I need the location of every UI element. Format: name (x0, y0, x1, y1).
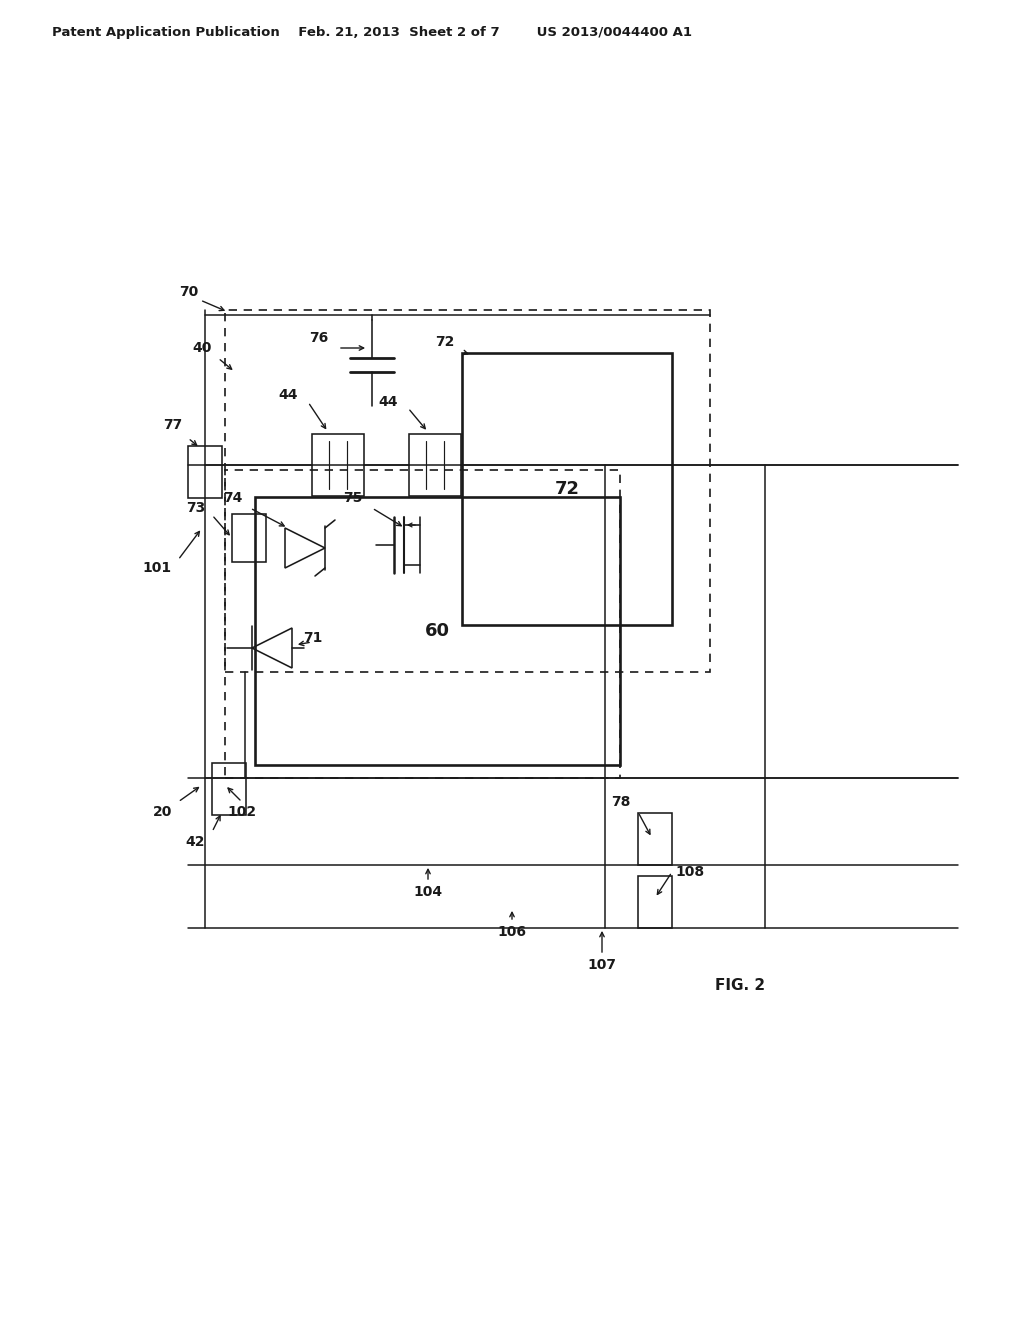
Text: FIG. 2: FIG. 2 (715, 978, 765, 993)
Text: 106: 106 (498, 925, 526, 939)
Text: 60: 60 (425, 622, 450, 640)
Text: 72: 72 (555, 480, 580, 498)
Text: 42: 42 (185, 836, 205, 849)
Text: 44: 44 (379, 395, 398, 409)
Bar (212, 763, 246, 814)
Bar (232, 513, 266, 562)
Text: Patent Application Publication    Feb. 21, 2013  Sheet 2 of 7        US 2013/004: Patent Application Publication Feb. 21, … (52, 26, 692, 40)
Text: 71: 71 (303, 631, 322, 645)
Bar (225, 470, 620, 777)
Text: 102: 102 (227, 805, 257, 818)
Bar (638, 813, 672, 865)
Text: 72: 72 (435, 335, 455, 348)
Bar (638, 876, 672, 928)
Bar (255, 498, 620, 766)
Text: 20: 20 (153, 805, 172, 818)
Text: 40: 40 (193, 341, 212, 355)
Text: 74: 74 (222, 491, 242, 506)
Text: 108: 108 (675, 865, 705, 879)
Text: 78: 78 (610, 795, 630, 809)
Text: 73: 73 (185, 502, 205, 515)
Text: 104: 104 (414, 884, 442, 899)
Text: 101: 101 (143, 561, 172, 576)
Text: 75: 75 (343, 491, 362, 506)
Text: 44: 44 (279, 388, 298, 403)
Text: 77: 77 (163, 418, 182, 432)
Bar (462, 352, 672, 624)
Bar (312, 434, 364, 496)
Bar (225, 310, 710, 672)
Text: 70: 70 (179, 285, 198, 300)
Text: 107: 107 (588, 958, 616, 972)
Bar (188, 446, 222, 498)
Text: 76: 76 (309, 331, 328, 345)
Bar (409, 434, 461, 496)
